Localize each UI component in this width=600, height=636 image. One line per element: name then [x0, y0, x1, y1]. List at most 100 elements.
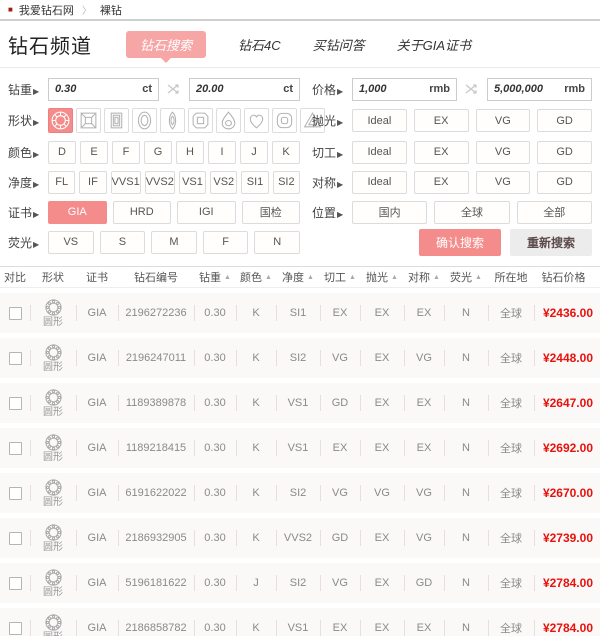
- cut-option-Ideal[interactable]: Ideal: [352, 140, 407, 164]
- sort-asc-icon: ▲: [265, 273, 272, 281]
- certificate-option-IGI[interactable]: IGI: [177, 200, 236, 224]
- color-option-J[interactable]: J: [240, 140, 268, 164]
- polish-cell: EX: [360, 338, 404, 378]
- carat-max-input[interactable]: [196, 83, 280, 95]
- location-option-全球[interactable]: 全球: [434, 200, 510, 224]
- clarity-option-VS2[interactable]: VS2: [210, 170, 238, 194]
- shape-oval-button[interactable]: [132, 108, 157, 133]
- compare-checkbox[interactable]: [8, 441, 22, 455]
- certificate-option-HRD[interactable]: HRD: [112, 200, 171, 224]
- shape-princess-button[interactable]: [76, 108, 101, 133]
- reset-search-button[interactable]: 重新搜索: [509, 228, 592, 256]
- carat-min-input[interactable]: [55, 83, 139, 95]
- compare-checkbox[interactable]: [8, 351, 22, 365]
- price-unit: rmb: [564, 83, 585, 95]
- certificate-option-GIA[interactable]: GIA: [48, 200, 107, 224]
- cut-cell: VG: [320, 563, 360, 603]
- price-max-input[interactable]: [494, 83, 561, 95]
- round-diamond-icon: [44, 613, 63, 632]
- price-min-input[interactable]: [359, 83, 426, 95]
- compare-checkbox[interactable]: [8, 486, 22, 500]
- column-header-9[interactable]: 抛光 ▲: [366, 272, 398, 284]
- polish-option-GD[interactable]: GD: [537, 109, 592, 132]
- cut-option-VG[interactable]: VG: [475, 140, 531, 164]
- column-header-11[interactable]: 荧光 ▲: [450, 272, 482, 284]
- clarity-option-SI1[interactable]: SI1: [241, 170, 269, 194]
- clarity-option-FL[interactable]: FL: [48, 170, 76, 194]
- column-header-7[interactable]: 净度 ▲: [282, 272, 314, 284]
- table-row[interactable]: 圆形 GIA 1189389878 0.30 K VS1 GD EX EX N …: [0, 383, 600, 423]
- price-min-box: rmb: [352, 77, 457, 101]
- tab-buy-qa[interactable]: 买钻问答: [313, 35, 365, 54]
- column-header-10[interactable]: 对称 ▲: [408, 272, 440, 284]
- polish-option-Ideal[interactable]: Ideal: [352, 109, 407, 132]
- color-option-I[interactable]: I: [208, 140, 236, 164]
- polish-option-VG[interactable]: VG: [475, 109, 531, 132]
- symmetry-option-GD[interactable]: GD: [537, 170, 592, 194]
- color-option-E[interactable]: E: [80, 140, 108, 164]
- fluorescence-option-S[interactable]: S: [99, 230, 146, 254]
- table-row[interactable]: 圆形 GIA 5196181622 0.30 J SI2 VG EX GD N …: [0, 563, 600, 603]
- compare-checkbox[interactable]: [8, 396, 22, 410]
- polish-cell: EX: [360, 428, 404, 468]
- clarity-option-IF[interactable]: IF: [79, 170, 107, 194]
- certificate-option-国检[interactable]: 国检: [241, 200, 300, 224]
- color-option-D[interactable]: D: [48, 140, 76, 164]
- breadcrumb-home-link[interactable]: 我爱钻石网: [18, 4, 74, 17]
- location-label: 位置▶: [312, 205, 344, 220]
- sort-asc-icon: ▲: [224, 273, 231, 281]
- shape-trilliant-button[interactable]: [300, 108, 325, 133]
- color-option-G[interactable]: G: [144, 140, 172, 164]
- polish-label: 抛光▶: [312, 114, 344, 128]
- table-row[interactable]: 圆形 GIA 6191622022 0.30 K SI2 VG VG VG N …: [0, 473, 600, 513]
- tab-diamond-search[interactable]: 钻石搜索: [126, 31, 207, 63]
- shape-radiant-button[interactable]: [188, 108, 213, 133]
- symmetry-option-Ideal[interactable]: Ideal: [352, 170, 407, 194]
- column-header-5[interactable]: 钻重 ▲: [199, 272, 231, 284]
- color-option-K[interactable]: K: [272, 140, 300, 164]
- polish-option-EX[interactable]: EX: [413, 109, 469, 132]
- table-row[interactable]: 圆形 GIA 2196247011 0.30 K SI2 VG EX VG N …: [0, 338, 600, 378]
- clarity-option-SI2[interactable]: SI2: [272, 170, 300, 194]
- fluorescence-option-N[interactable]: N: [254, 230, 300, 254]
- shape-cushion-button[interactable]: [272, 108, 297, 133]
- column-header-8[interactable]: 切工 ▲: [324, 272, 356, 284]
- color-option-H[interactable]: H: [176, 140, 204, 164]
- table-row[interactable]: 圆形 GIA 1189218415 0.30 K VS1 EX EX EX N …: [0, 428, 600, 468]
- compare-checkbox[interactable]: [8, 621, 22, 635]
- tab-about-gia[interactable]: 关于GIA证书: [397, 35, 471, 54]
- tab-diamond-4c[interactable]: 钻石4C: [238, 35, 281, 54]
- location-option-全部[interactable]: 全部: [516, 200, 592, 224]
- location-option-国内[interactable]: 国内: [352, 200, 428, 224]
- confirm-search-button[interactable]: 确认搜索: [418, 228, 501, 256]
- shape-emerald-button[interactable]: [104, 108, 129, 133]
- compare-cell: [0, 518, 30, 558]
- cut-cell: EX: [320, 608, 360, 636]
- fluorescence-option-F[interactable]: F: [202, 230, 249, 254]
- clarity-option-VS1[interactable]: VS1: [178, 170, 207, 194]
- compare-checkbox[interactable]: [8, 576, 22, 590]
- column-header-6[interactable]: 颜色 ▲: [240, 272, 272, 284]
- sort-asc-icon: ▲: [475, 273, 482, 281]
- color-cell: K: [236, 518, 276, 558]
- fluorescence-option-M[interactable]: M: [151, 230, 197, 254]
- table-row[interactable]: 圆形 GIA 2196272236 0.30 K SI1 EX EX EX N …: [0, 293, 600, 333]
- shape-heart-button[interactable]: [244, 108, 269, 133]
- shape-name: 圆形: [43, 542, 63, 553]
- color-option-F[interactable]: F: [112, 140, 140, 164]
- clarity-option-VVS1[interactable]: VVS1: [110, 170, 141, 194]
- symmetry-option-VG[interactable]: VG: [475, 170, 531, 194]
- table-row[interactable]: 圆形 GIA 2186932905 0.30 K VVS2 GD EX VG N…: [0, 518, 600, 558]
- compare-checkbox[interactable]: [8, 306, 22, 320]
- cut-option-EX[interactable]: EX: [413, 140, 469, 164]
- cut-option-GD[interactable]: GD: [537, 140, 592, 164]
- compare-checkbox[interactable]: [8, 531, 22, 545]
- table-row[interactable]: 圆形 GIA 2186858782 0.30 K VS1 EX EX EX N …: [0, 608, 600, 636]
- shape-marquise-button[interactable]: [160, 108, 185, 133]
- symmetry-option-EX[interactable]: EX: [413, 170, 469, 194]
- fluorescence-cell: N: [444, 518, 488, 558]
- fluorescence-option-VS[interactable]: VS: [48, 230, 94, 254]
- clarity-option-VVS2[interactable]: VVS2: [144, 170, 175, 194]
- shape-pear-button[interactable]: [216, 108, 241, 133]
- shape-round-button[interactable]: [48, 108, 73, 133]
